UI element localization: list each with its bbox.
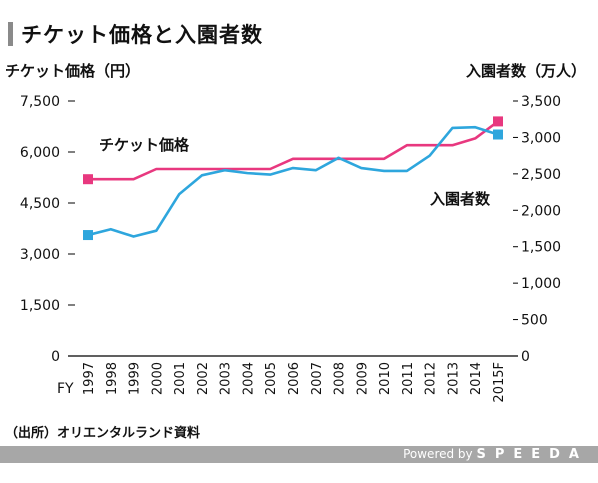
x-tick-label: 2003: [219, 362, 234, 395]
x-axis-prefix: FY: [57, 381, 74, 397]
ticket-price-endpoint-marker: [493, 116, 503, 127]
x-tick-label: 2014: [469, 362, 484, 395]
right-axis-unit: 入園者数（万人）: [465, 62, 586, 80]
x-tick-label: 2010: [378, 362, 393, 395]
footer-credit: Powered by SPEEDA: [403, 446, 588, 463]
visitors-line: [87, 125, 499, 238]
ticket-price-endpoint-marker: [83, 174, 93, 185]
footer-brand: SPEEDA: [476, 447, 588, 462]
x-tick-label: 2011: [401, 362, 416, 395]
x-tick-label: 2007: [310, 362, 325, 395]
x-tick-label: 1998: [105, 362, 120, 395]
x-tick-label: 2012: [424, 362, 439, 395]
x-tick-label: 2005: [264, 362, 279, 395]
ticket-price-series-label: チケット価格: [99, 136, 190, 154]
right-tick-label: 3,500: [521, 94, 561, 110]
left-axis-unit: チケット価格（円）: [5, 62, 141, 80]
source-note: （出所）オリエンタルランド資料: [5, 426, 201, 441]
visitors-series-label: 入園者数: [430, 190, 491, 208]
chart-area: 0 1,500 3,000 4,500 6,000 7,500 0 500 1,000 1,500…: [20, 94, 561, 403]
left-tick-label: 4,500: [20, 196, 60, 212]
x-tick-label: 2009: [355, 362, 370, 395]
right-tick-label: 0: [521, 349, 530, 365]
chart-title: チケット価格と入園者数: [21, 23, 263, 47]
x-tick-label: 2006: [287, 362, 302, 395]
title-accent-bar: [8, 22, 13, 46]
x-tick-label: 2004: [241, 362, 256, 395]
x-tick-label: 2015F: [492, 362, 507, 403]
right-tick-label: 2,500: [521, 167, 561, 183]
right-tick-label: 1,500: [521, 240, 561, 256]
visitors-endpoint-marker: [493, 129, 503, 140]
left-tick-label: 6,000: [20, 145, 60, 161]
left-tick-label: 1,500: [20, 298, 60, 314]
left-tick-label: 0: [51, 349, 60, 365]
right-tick-label: 3,000: [521, 130, 561, 146]
powered-by-text: Powered by: [403, 447, 473, 461]
footer-bar: Powered by SPEEDA: [0, 446, 598, 463]
x-tick-label: 2002: [196, 362, 211, 395]
x-tick-label: 2008: [333, 362, 348, 395]
right-tick-label: 500: [521, 313, 548, 329]
left-tick-label: 3,000: [20, 247, 60, 263]
x-tick-label: 2013: [446, 362, 461, 395]
left-tick-label: 7,500: [20, 94, 60, 110]
x-tick-label: 2001: [173, 362, 188, 395]
ticket-price-line: [88, 120, 499, 181]
x-tick-label: 2000: [150, 362, 165, 395]
right-tick-label: 1,000: [521, 276, 561, 292]
x-tick-label: 1997: [82, 362, 97, 395]
right-tick-label: 2,000: [521, 203, 561, 219]
visitors-endpoint-marker: [83, 230, 93, 241]
x-tick-label: 1999: [128, 362, 143, 395]
